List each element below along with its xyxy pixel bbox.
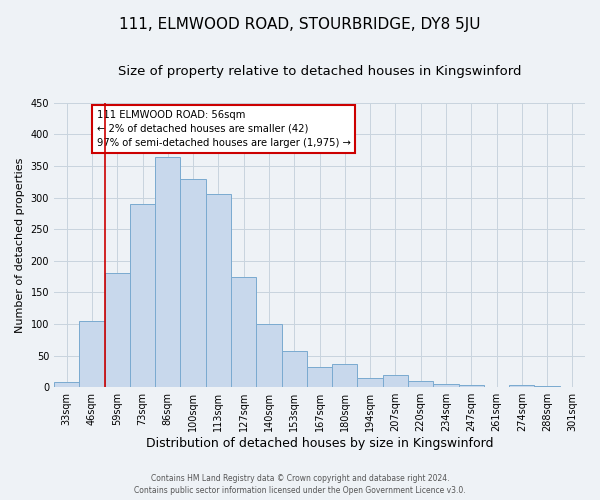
Bar bbox=[307, 367, 332, 387]
Bar bbox=[358, 378, 383, 387]
Bar bbox=[484, 386, 509, 387]
Bar bbox=[155, 156, 181, 387]
Bar bbox=[560, 386, 585, 387]
Bar bbox=[231, 276, 256, 387]
Bar bbox=[433, 384, 458, 387]
Bar bbox=[535, 386, 560, 387]
Bar bbox=[104, 274, 130, 387]
Title: Size of property relative to detached houses in Kingswinford: Size of property relative to detached ho… bbox=[118, 65, 521, 78]
Bar bbox=[256, 324, 281, 387]
Bar bbox=[383, 375, 408, 387]
Bar bbox=[408, 381, 433, 387]
Text: Contains HM Land Registry data © Crown copyright and database right 2024.
Contai: Contains HM Land Registry data © Crown c… bbox=[134, 474, 466, 495]
Bar bbox=[509, 384, 535, 387]
Bar bbox=[79, 321, 104, 387]
Bar bbox=[281, 351, 307, 387]
X-axis label: Distribution of detached houses by size in Kingswinford: Distribution of detached houses by size … bbox=[146, 437, 493, 450]
Bar bbox=[458, 384, 484, 387]
Bar bbox=[181, 178, 206, 387]
Text: 111 ELMWOOD ROAD: 56sqm
← 2% of detached houses are smaller (42)
97% of semi-det: 111 ELMWOOD ROAD: 56sqm ← 2% of detached… bbox=[97, 110, 350, 148]
Bar bbox=[54, 382, 79, 387]
Text: 111, ELMWOOD ROAD, STOURBRIDGE, DY8 5JU: 111, ELMWOOD ROAD, STOURBRIDGE, DY8 5JU bbox=[119, 18, 481, 32]
Bar bbox=[332, 364, 358, 387]
Bar bbox=[206, 194, 231, 387]
Bar bbox=[130, 204, 155, 387]
Y-axis label: Number of detached properties: Number of detached properties bbox=[15, 158, 25, 332]
